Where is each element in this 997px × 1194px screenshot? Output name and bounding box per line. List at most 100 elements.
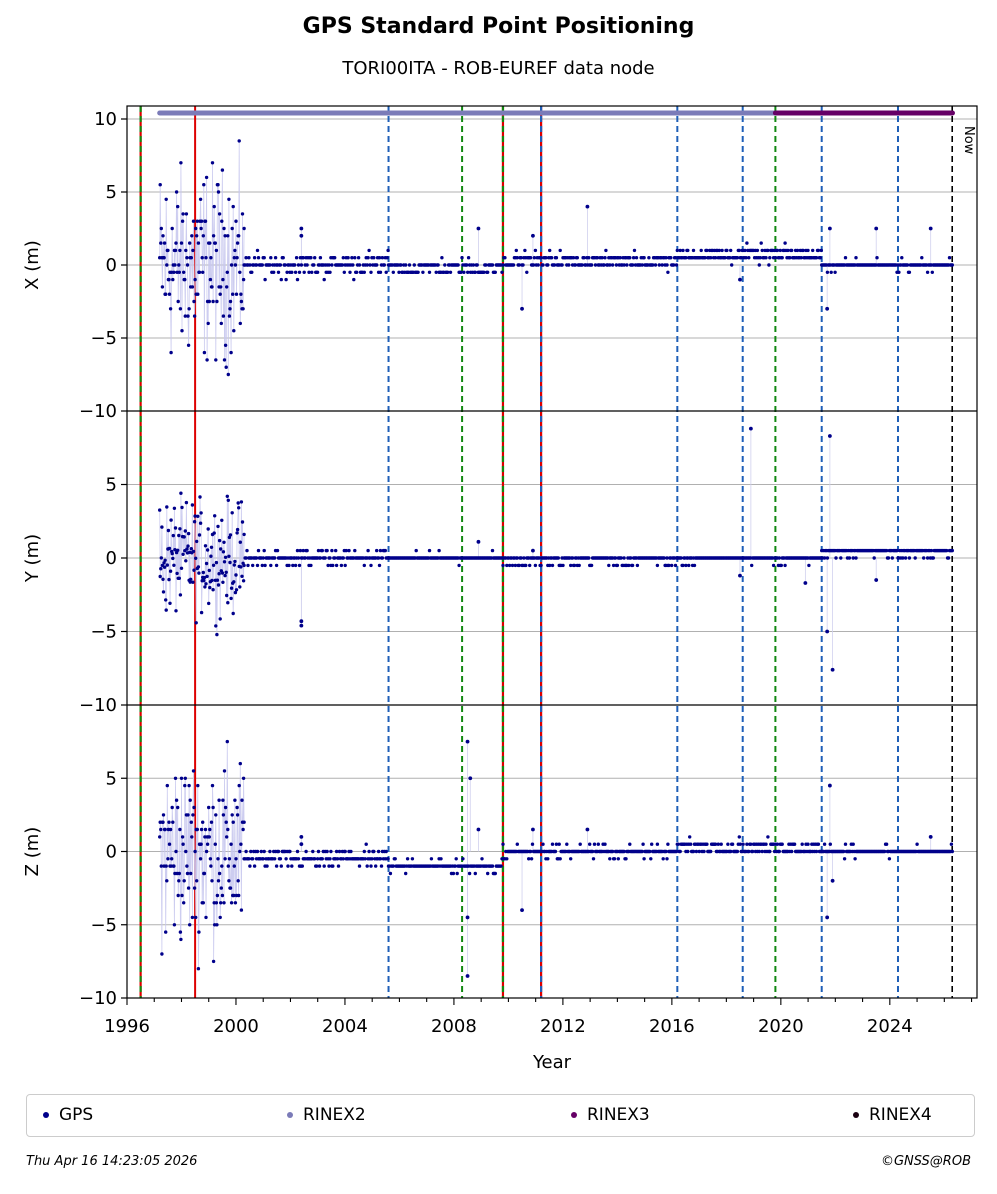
gps-point <box>183 529 187 533</box>
gps-point <box>279 864 283 868</box>
gps-point <box>357 864 362 868</box>
gps-point <box>443 263 447 267</box>
gps-point <box>161 590 166 594</box>
gps-point <box>202 578 206 583</box>
gps-point <box>208 585 212 590</box>
gps-point <box>182 270 186 274</box>
gps-point <box>184 248 188 253</box>
gps-point <box>209 864 213 868</box>
gps-outlier-point <box>520 306 524 311</box>
gps-point <box>730 263 734 267</box>
gps-point <box>196 967 201 971</box>
data-points <box>158 139 954 978</box>
x-tick-label: 2024 <box>867 1016 913 1037</box>
gps-point <box>379 864 384 868</box>
gps-point <box>237 506 241 510</box>
gps-point <box>222 769 227 773</box>
gps-point <box>167 277 171 282</box>
gps-point <box>288 849 292 854</box>
gps-point <box>320 857 324 861</box>
gps-point <box>757 263 761 267</box>
gps-point <box>241 827 245 832</box>
gps-point <box>176 204 180 209</box>
x-tick-label: 2020 <box>758 1016 804 1037</box>
gps-point <box>907 270 912 274</box>
gps-point <box>950 849 954 854</box>
gps-point <box>224 570 228 574</box>
gps-point <box>228 299 233 304</box>
gps-point <box>254 556 259 560</box>
gps-point <box>328 857 332 861</box>
gps-point <box>262 548 266 553</box>
gps-point <box>729 248 733 253</box>
gps-point <box>173 548 177 552</box>
gps-point <box>221 813 226 817</box>
trace-line <box>159 741 245 969</box>
gps-point <box>462 270 466 274</box>
gps-point <box>219 547 223 551</box>
gps-point <box>493 270 497 274</box>
gps-point <box>407 263 412 267</box>
gps-point <box>160 952 164 956</box>
gps-point <box>186 813 190 817</box>
gps-point <box>327 263 331 267</box>
gps-point <box>628 256 632 260</box>
gps-point <box>665 857 669 861</box>
gps-point <box>190 915 195 920</box>
gps-point <box>216 183 220 187</box>
gps-point <box>515 256 519 260</box>
gps-point <box>316 548 321 553</box>
gps-point <box>517 263 521 267</box>
gps-point <box>185 263 190 267</box>
x-tick-label: 2008 <box>431 1016 477 1037</box>
gps-point <box>369 864 373 868</box>
gps-point <box>286 864 290 868</box>
gps-point <box>172 506 177 510</box>
gps-point <box>661 857 665 861</box>
gps-point <box>720 248 724 253</box>
gps-point <box>158 508 162 512</box>
gps-point <box>780 256 784 260</box>
gps-point <box>593 263 598 267</box>
footer-copyright: ©GNSS@ROB <box>880 1154 971 1169</box>
gps-point <box>692 563 697 568</box>
gps-outlier-point <box>825 629 830 634</box>
gps-point <box>705 842 709 846</box>
gps-point <box>174 241 178 245</box>
gps-point <box>183 314 187 318</box>
gps-point <box>300 864 304 868</box>
gps-point <box>230 813 234 817</box>
gps-point <box>192 314 197 318</box>
gps-point <box>179 491 183 495</box>
gps-point <box>507 563 512 568</box>
gps-point <box>247 857 251 861</box>
gps-point <box>451 871 456 876</box>
gps-point <box>222 540 226 544</box>
gps-point <box>628 842 632 846</box>
gps-point <box>158 183 162 187</box>
gps-point <box>241 307 245 311</box>
gps-point <box>197 270 202 274</box>
gps-point <box>783 241 787 245</box>
gps-point <box>262 256 266 260</box>
gps-point <box>351 263 355 267</box>
gps-point <box>189 577 193 581</box>
gps-point <box>207 835 211 839</box>
gps-point <box>251 563 255 568</box>
gps-point <box>239 565 243 569</box>
x-tick-label: 2000 <box>213 1016 259 1037</box>
gps-point <box>929 548 934 553</box>
gps-outlier-point <box>465 974 470 978</box>
gps-point <box>297 270 302 274</box>
gps-point <box>675 248 679 253</box>
gps-point <box>275 548 280 553</box>
gps-point <box>528 849 533 854</box>
gps-point <box>822 556 827 560</box>
gps-point <box>167 546 172 551</box>
gps-point <box>336 864 341 868</box>
gps-point <box>180 835 185 839</box>
gps-point <box>229 263 234 267</box>
gps-point <box>664 849 668 854</box>
gps-point <box>348 270 352 274</box>
gps-point <box>404 871 408 876</box>
